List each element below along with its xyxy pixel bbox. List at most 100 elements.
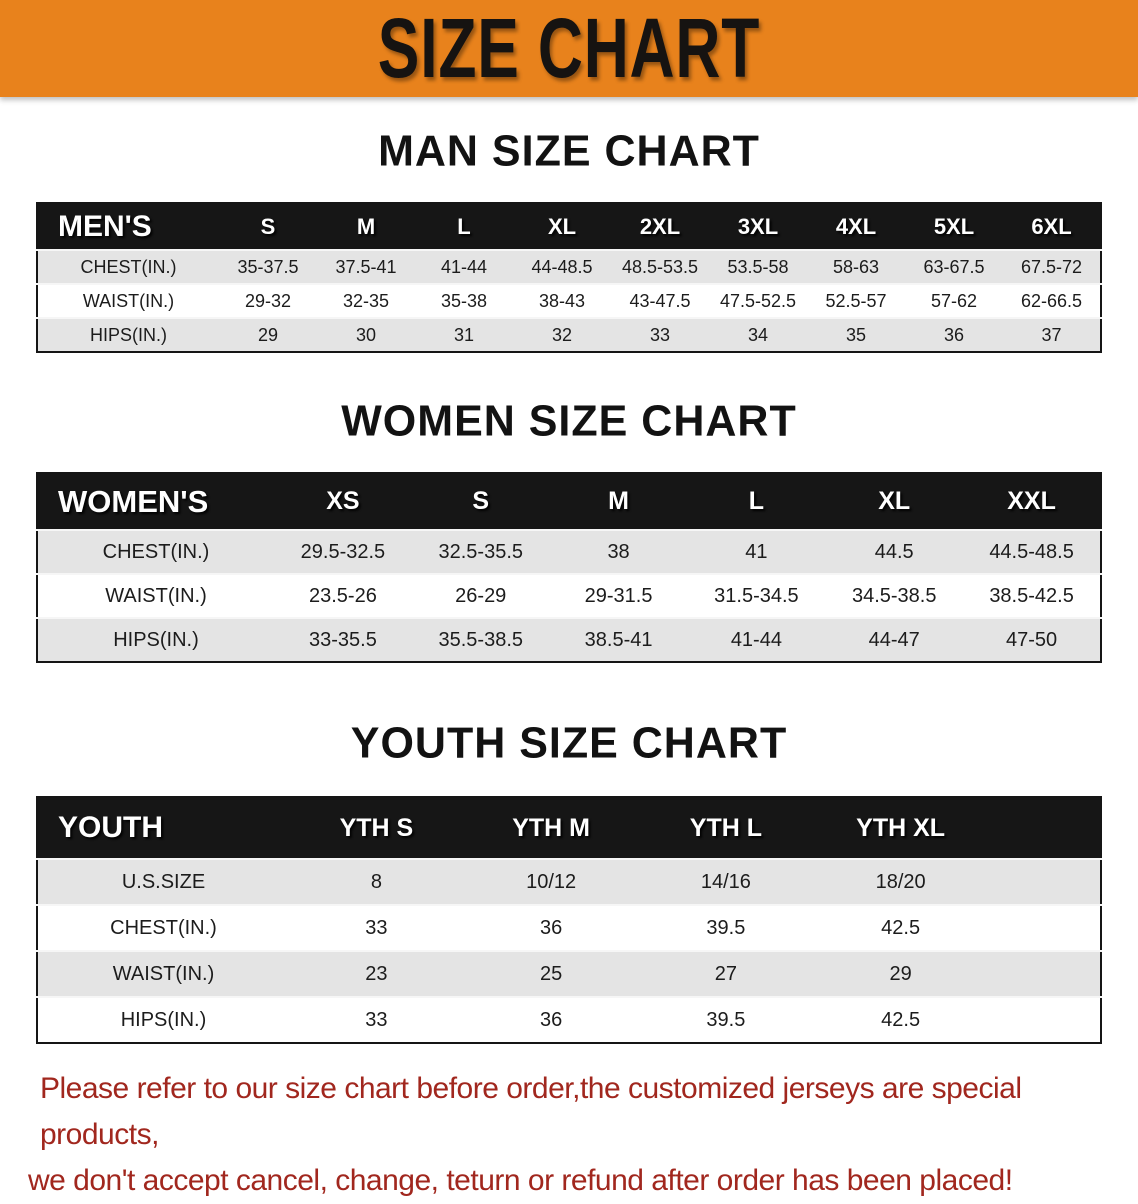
measurement-value: 67.5-72 bbox=[1020, 256, 1083, 277]
measurement-value: 35-37.5 bbox=[237, 256, 299, 277]
size-header-row: MEN'S S M L XL 2XL 3XL 4XL 5XL 6XL bbox=[37, 203, 1101, 250]
measurement-value: 29.5-32.5 bbox=[300, 540, 386, 563]
measurement-row: HIPS(IN.) 33 36 39.5 42.5 bbox=[37, 997, 1101, 1043]
measurement-value: 44.5 bbox=[874, 540, 914, 563]
measurement-value: 23 bbox=[365, 962, 388, 985]
measurement-value: 34 bbox=[747, 324, 769, 345]
measurement-value: 27 bbox=[714, 962, 737, 985]
measurement-value: 29-31.5 bbox=[584, 584, 653, 607]
measurement-value: 37 bbox=[1041, 324, 1062, 345]
measurement-value: 18/20 bbox=[875, 870, 926, 893]
measurement-value: 36 bbox=[540, 1008, 563, 1031]
size-column-header: 3XL bbox=[737, 213, 779, 239]
size-column-header: YTH M bbox=[512, 813, 591, 842]
women-size-table: WOMEN'S XS S M L XL XXL CHEST(IN.) 29.5-32.5 32.… bbox=[36, 472, 1102, 663]
measurement-value: 44.5-48.5 bbox=[989, 540, 1074, 563]
youth-section-heading: YOUTH SIZE CHART bbox=[350, 718, 788, 768]
measurement-row: CHEST(IN.) 33 36 39.5 42.5 bbox=[37, 905, 1101, 951]
measurement-label: CHEST(IN.) bbox=[110, 916, 217, 939]
measurement-row: WAIST(IN.) 23.5-26 26-29 29-31.5 31.5-34.5 34… bbox=[37, 574, 1101, 618]
measurement-value: 39.5 bbox=[706, 916, 746, 939]
size-column-header: 5XL bbox=[933, 213, 975, 239]
measurement-row: WAIST(IN.) 23 25 27 29 bbox=[37, 951, 1101, 997]
measurement-value: 52.5-57 bbox=[825, 290, 887, 311]
measurement-value: 43-47.5 bbox=[629, 290, 691, 311]
measurement-value: 8 bbox=[370, 870, 382, 893]
measurement-label: CHEST(IN.) bbox=[80, 256, 177, 277]
spacer-cell bbox=[988, 797, 1101, 859]
measurement-value: 38.5-42.5 bbox=[989, 584, 1074, 607]
size-column-header: XL bbox=[547, 213, 577, 239]
measurement-value: 42.5 bbox=[881, 1008, 921, 1031]
measurement-value: 36 bbox=[540, 916, 563, 939]
measurement-value: 33 bbox=[649, 324, 671, 345]
size-column-header: L bbox=[457, 213, 471, 239]
size-column-header: YTH L bbox=[689, 813, 762, 842]
measurement-row: U.S.SIZE 8 10/12 14/16 18/20 bbox=[37, 859, 1101, 905]
youth-size-table: YOUTH YTH S YTH M YTH L YTH XL U.S.SIZE 8 10/1… bbox=[36, 796, 1102, 1044]
measurement-label: U.S.SIZE bbox=[121, 870, 206, 893]
measurement-value: 63-67.5 bbox=[923, 256, 985, 277]
youth-table-body: U.S.SIZE 8 10/12 14/16 18/20 CHEST(IN.) 33 36 39… bbox=[37, 859, 1101, 1043]
measurement-value: 30 bbox=[355, 324, 377, 345]
spacer-cell bbox=[988, 997, 1101, 1043]
measurement-value: 62-66.5 bbox=[1020, 290, 1083, 311]
measurement-value: 33 bbox=[365, 1008, 388, 1031]
size-column-header: 2XL bbox=[639, 213, 681, 239]
spacer-cell bbox=[988, 951, 1101, 997]
measurement-value: 41 bbox=[745, 540, 768, 563]
measurement-value: 41-44 bbox=[730, 628, 782, 651]
measurement-value: 35.5-38.5 bbox=[438, 628, 523, 651]
measurement-value: 33 bbox=[365, 916, 388, 939]
spacer-cell bbox=[988, 859, 1101, 905]
measurement-value: 38-43 bbox=[538, 290, 586, 311]
order-policy-note-line-2: we don't accept cancel, change, teturn o… bbox=[28, 1164, 1013, 1197]
measurement-value: 44-47 bbox=[868, 628, 920, 651]
men-table-head: MEN'S S M L XL 2XL 3XL 4XL 5XL 6XL bbox=[37, 203, 1101, 250]
size-column-header: S bbox=[260, 213, 276, 239]
measurement-row: CHEST(IN.) 29.5-32.5 32.5-35.5 38 41 44.5 44.5… bbox=[37, 530, 1101, 574]
table-category-label: YOUTH bbox=[58, 811, 163, 844]
measurement-row: HIPS(IN.) 29 30 31 32 33 34 35 36 37 bbox=[37, 318, 1101, 352]
measurement-value: 32 bbox=[551, 324, 573, 345]
measurement-value: 47-50 bbox=[1005, 628, 1058, 651]
measurement-value: 53.5-58 bbox=[727, 256, 789, 277]
men-table-body: CHEST(IN.) 35-37.5 37.5-41 41-44 44-48.5 48.5… bbox=[37, 250, 1101, 352]
size-column-header: XL bbox=[878, 487, 911, 515]
measurement-label: WAIST(IN.) bbox=[82, 290, 175, 311]
measurement-value: 31.5-34.5 bbox=[714, 584, 799, 607]
measurement-label: HIPS(IN.) bbox=[113, 628, 199, 651]
measurement-value: 32.5-35.5 bbox=[438, 540, 523, 563]
measurement-value: 57-62 bbox=[930, 290, 978, 311]
measurement-label: WAIST(IN.) bbox=[105, 584, 207, 607]
measurement-value: 35-38 bbox=[440, 290, 488, 311]
measurement-value: 35 bbox=[845, 324, 867, 345]
size-column-header: 6XL bbox=[1031, 213, 1072, 239]
measurement-value: 25 bbox=[540, 962, 563, 985]
youth-table-head: YOUTH YTH S YTH M YTH L YTH XL bbox=[37, 797, 1101, 859]
table-category-label: MEN'S bbox=[58, 209, 152, 243]
measurement-value: 29 bbox=[257, 324, 279, 345]
measurement-value: 47.5-52.5 bbox=[719, 290, 797, 311]
table-category-label: WOMEN'S bbox=[58, 483, 209, 519]
measurement-value: 42.5 bbox=[881, 916, 921, 939]
measurement-value: 58-63 bbox=[832, 256, 880, 277]
measurement-value: 36 bbox=[943, 324, 965, 345]
measurement-value: 10/12 bbox=[526, 870, 577, 893]
order-policy-note: Please refer to our size chart before or… bbox=[0, 1066, 1138, 1204]
measurement-label: HIPS(IN.) bbox=[120, 1008, 207, 1031]
measurement-value: 29 bbox=[889, 962, 912, 985]
measurement-value: 29-32 bbox=[244, 290, 292, 311]
men-size-table: MEN'S S M L XL 2XL 3XL 4XL 5XL 6XL CHEST(IN.) 35-3… bbox=[36, 202, 1102, 353]
size-column-header: XXL bbox=[1007, 487, 1056, 515]
size-column-header: 4XL bbox=[835, 213, 877, 239]
spacer-cell bbox=[988, 905, 1101, 951]
women-section-heading: WOMEN SIZE CHART bbox=[341, 396, 797, 446]
measurement-value: 31 bbox=[453, 324, 475, 345]
measurement-value: 44-48.5 bbox=[531, 256, 593, 277]
men-section-heading: MAN SIZE CHART bbox=[378, 126, 760, 176]
measurement-value: 32-35 bbox=[342, 290, 390, 311]
measurement-row: HIPS(IN.) 33-35.5 35.5-38.5 38.5-41 41-44 44-… bbox=[37, 618, 1101, 662]
size-column-header: M bbox=[608, 487, 629, 515]
